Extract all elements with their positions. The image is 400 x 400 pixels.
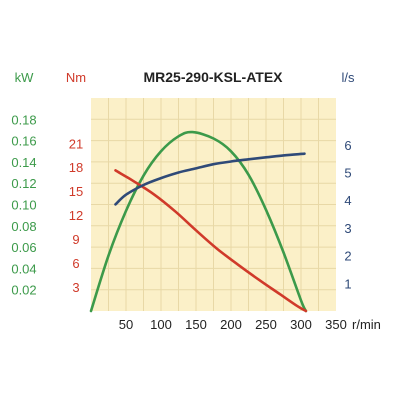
y-tick-label-power: 0.04 — [11, 261, 36, 276]
series-line-flow — [114, 152, 306, 206]
x-tick-label: 50 — [119, 317, 133, 332]
series-line-torque — [114, 169, 308, 313]
y-tick-label-flow: 4 — [344, 193, 351, 208]
x-tick-label: 100 — [150, 317, 172, 332]
y-tick-label-flow: 2 — [344, 249, 351, 264]
y-tick-label-power: 0.06 — [11, 240, 36, 255]
y-tick-label-power: 0.02 — [11, 283, 36, 298]
y-tick-label-power: 0.08 — [11, 219, 36, 234]
series-layer — [89, 130, 308, 313]
axes: 50 100 150 200 250 300 350 r/min 0.02 0.04 0.06 0.0… — [11, 70, 381, 332]
x-tick-label: 150 — [185, 317, 207, 332]
x-axis-label: r/min — [352, 317, 381, 332]
y-tick-label-torque: 12 — [69, 208, 83, 223]
y-tick-label-flow: 5 — [344, 166, 351, 181]
y-tick-label-torque: 18 — [69, 160, 83, 175]
y-tick-label-power: 0.12 — [11, 176, 36, 191]
x-tick-label: 250 — [255, 317, 277, 332]
y-tick-label-torque: 3 — [72, 280, 79, 295]
y-tick-label-power: 0.18 — [11, 112, 36, 127]
y-tick-label-flow: 6 — [344, 138, 351, 153]
y-tick-label-flow: 3 — [344, 221, 351, 236]
x-tick-label: 350 — [325, 317, 347, 332]
y-tick-label-power: 0.14 — [11, 155, 36, 170]
y-tick-label-torque: 21 — [69, 136, 83, 151]
grid — [91, 98, 336, 311]
y-tick-label-power: 0.10 — [11, 198, 36, 213]
y-tick-label-flow: 1 — [344, 276, 351, 291]
y-tick-label-torque: 9 — [72, 232, 79, 247]
y-tick-label-torque: 15 — [69, 184, 83, 199]
y-axis-unit-flow: l/s — [342, 70, 356, 85]
y-tick-label-torque: 6 — [72, 256, 79, 271]
x-tick-label: 200 — [220, 317, 242, 332]
y-axis-unit-power: kW — [15, 70, 35, 85]
series-line-power — [89, 130, 308, 313]
y-axis-unit-torque: Nm — [66, 70, 86, 85]
y-tick-label-power: 0.16 — [11, 134, 36, 149]
chart-title: MR25-290-KSL-ATEX — [144, 69, 284, 85]
x-tick-label: 300 — [290, 317, 312, 332]
